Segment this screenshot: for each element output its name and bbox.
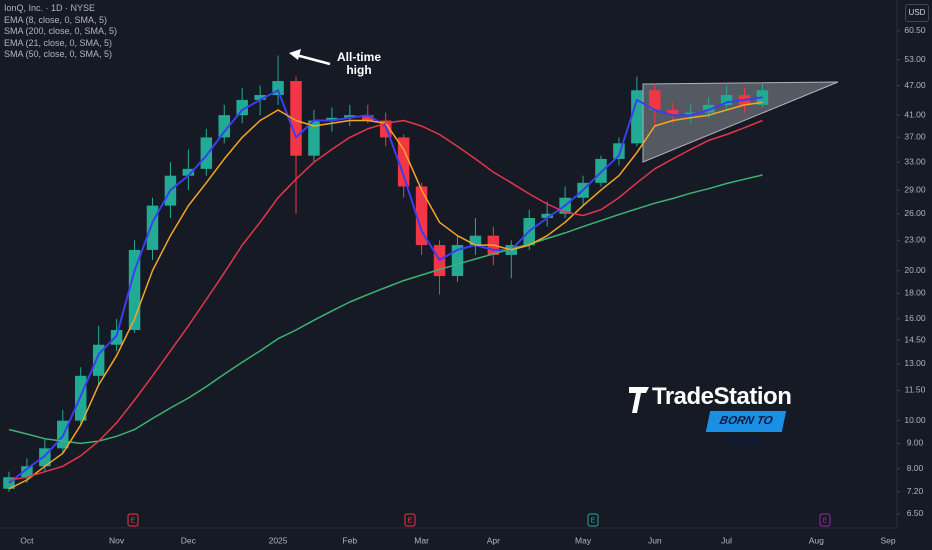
candle-body <box>684 112 697 116</box>
triangle-pattern <box>642 81 839 163</box>
candle-body <box>236 99 248 116</box>
x-tick-label: Nov <box>109 535 125 545</box>
candle-body <box>469 235 482 246</box>
candle-body <box>308 120 320 156</box>
y-tick-label: 33.00 <box>904 156 926 166</box>
annotation-arrow-head <box>289 49 301 60</box>
earnings-marker <box>819 513 831 527</box>
earnings-marker <box>404 513 416 527</box>
candle-body <box>146 205 159 250</box>
x-tick-label: Sep <box>880 535 895 545</box>
y-tick-label: 11.50 <box>905 385 926 395</box>
brand-icon-shape <box>629 387 649 413</box>
x-tick-label: Apr <box>487 535 500 545</box>
candle-body <box>290 81 302 156</box>
y-tick-label: 47.00 <box>904 80 926 90</box>
y-tick-label: 26.00 <box>904 208 926 218</box>
y-tick-label: 37.00 <box>904 132 926 142</box>
y-tick-label: 7.20 <box>907 486 924 496</box>
annotation-text: All-time high <box>336 50 381 77</box>
legend-entry: EMA (21, close, 0, SMA, 5) <box>4 37 113 48</box>
y-tick-label: 60.50 <box>904 25 926 35</box>
legend-entry: EMA (8, close, 0, SMA, 5) <box>4 14 108 25</box>
candle-body <box>272 81 284 96</box>
x-tick-label: Jul <box>721 535 732 545</box>
earnings-marker <box>587 513 599 527</box>
candle-body <box>362 115 374 121</box>
earnings-marker-label: E <box>591 517 596 524</box>
brand-logo: TradeStation <box>652 383 792 410</box>
earnings-marker <box>127 513 139 527</box>
legend-entry: SMA (50, close, 0, SMA, 5) <box>4 49 113 59</box>
brand-icon <box>629 387 649 413</box>
legend: IonQ, Inc. · 1D · NYSE EMA (8, close, 0,… <box>4 3 117 61</box>
earnings-marker-label: E <box>131 517 136 524</box>
y-tick-label: 6.50 <box>907 508 924 518</box>
candle-body <box>720 95 733 105</box>
candle-body <box>326 117 338 121</box>
y-tick-label: 41.00 <box>904 109 926 119</box>
y-tick-label: 13.00 <box>904 358 926 368</box>
candle-body <box>3 477 15 489</box>
x-tick-label: May <box>575 535 592 545</box>
y-tick-label: 8.00 <box>907 463 924 473</box>
annotation-arrow <box>295 53 331 66</box>
ma-line <box>8 101 763 490</box>
y-tick-label: 53.00 <box>904 54 926 64</box>
candle-body <box>541 213 553 218</box>
x-tick-label: Aug <box>809 535 824 545</box>
earnings-marker-label: E <box>408 517 413 524</box>
y-tick-label: 20.00 <box>904 265 926 275</box>
y-tick-label: 16.00 <box>904 313 926 323</box>
candle-body <box>397 137 410 187</box>
x-tick-label: 2025 <box>269 535 288 545</box>
ma-line <box>8 89 763 484</box>
candle-body <box>218 115 230 138</box>
x-tick-label: Mar <box>414 535 429 545</box>
legend-entry: SMA (200, close, 0, SMA, 5) <box>4 26 118 36</box>
candle-body <box>702 104 715 113</box>
x-tick-label: Jun <box>648 535 662 545</box>
ma-line <box>8 119 763 481</box>
y-tick-label: 18.00 <box>904 288 926 298</box>
y-tick-label: 9.00 <box>907 438 924 448</box>
y-tick-label: 10.00 <box>904 415 926 425</box>
candle-body <box>92 344 105 376</box>
candle-body <box>649 90 661 110</box>
y-tick-label: 23.00 <box>904 235 926 245</box>
candle-body <box>415 186 428 246</box>
candle-body <box>39 448 51 467</box>
candle-body <box>379 120 392 138</box>
candle-body <box>667 109 679 116</box>
currency-label[interactable]: USD <box>905 4 929 22</box>
candle-body <box>254 95 266 100</box>
candle-body <box>21 466 33 478</box>
candle-body <box>200 137 213 169</box>
candle-body <box>344 115 356 118</box>
candle-body <box>631 90 643 144</box>
brand-tagline: BORN TO TRADE <box>705 411 787 448</box>
candle-body <box>182 168 195 176</box>
x-tick-label: Dec <box>181 535 197 545</box>
earnings-marker-label: E <box>823 517 828 524</box>
y-tick-label: 14.50 <box>904 334 926 344</box>
y-tick-label: 29.00 <box>904 184 926 194</box>
candle-body <box>613 143 625 159</box>
x-tick-label: Oct <box>20 535 34 545</box>
candle-body <box>451 245 464 277</box>
ma-line <box>8 174 763 445</box>
plot <box>3 55 769 492</box>
chart-title: IonQ, Inc. · 1D · NYSE <box>4 3 96 13</box>
x-tick-label: Feb <box>343 535 358 545</box>
candle-body <box>128 249 141 330</box>
candle-body <box>110 329 123 345</box>
